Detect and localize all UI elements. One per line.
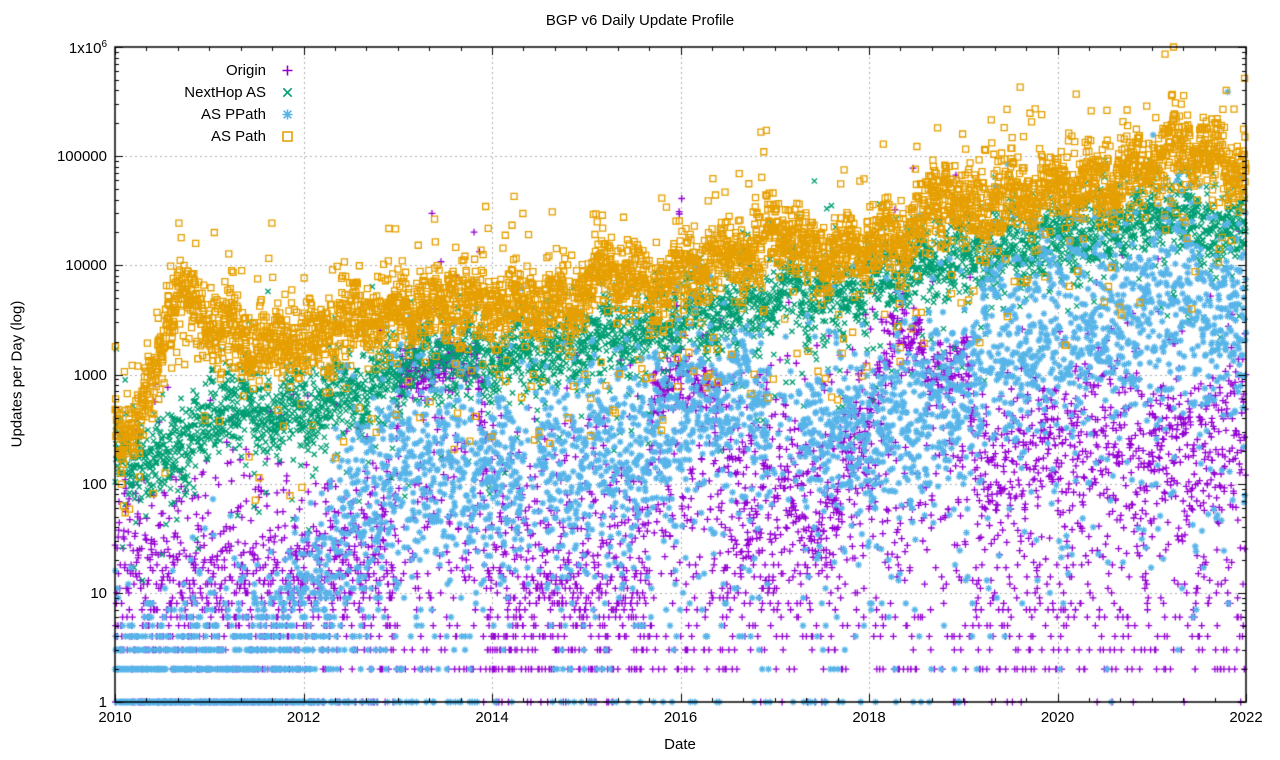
y-tick-label: 1000 — [73, 366, 107, 384]
legend-marker-origin-icon — [282, 65, 293, 75]
legend-marker-nexthop-as-icon — [282, 87, 293, 97]
legend-label-origin: Origin — [225, 61, 266, 79]
x-tick-label: 2014 — [475, 709, 509, 726]
legend-marker-as-ppath-icon — [282, 109, 293, 119]
legend: Origin NextHop AS AS PPath AS Path — [116, 59, 296, 147]
legend-label-as-path: AS Path — [210, 127, 266, 145]
y-tick-label: 10 — [90, 584, 107, 602]
legend-item-origin: Origin — [116, 59, 296, 81]
y-tick-label: 10000 — [65, 257, 107, 275]
legend-label-nexthop-as: NextHop AS — [184, 83, 266, 101]
legend-item-as-ppath: AS PPath — [116, 103, 296, 125]
y-tick-label: 100000 — [56, 148, 107, 166]
y-tick-label: 1x106 — [68, 39, 107, 57]
legend-item-nexthop-as: NextHop AS — [116, 81, 296, 103]
legend-marker-as-path-icon — [282, 130, 293, 142]
x-tick-label: 2022 — [1229, 709, 1263, 726]
x-tick-label: 2020 — [1040, 709, 1075, 726]
x-axis-label: Date — [664, 736, 696, 753]
y-tick-label: 1 — [98, 694, 107, 711]
legend-label-as-ppath: AS PPath — [200, 105, 266, 123]
x-tick-label: 2012 — [286, 709, 321, 726]
chart-title: BGP v6 Daily Update Profile — [545, 12, 735, 29]
legend-item-as-path: AS Path — [116, 125, 296, 147]
x-tick-label: 2018 — [852, 709, 886, 726]
y-tick-label: 100 — [81, 475, 107, 493]
x-tick-label: 2010 — [98, 709, 132, 726]
x-tick-label: 2016 — [663, 709, 698, 726]
